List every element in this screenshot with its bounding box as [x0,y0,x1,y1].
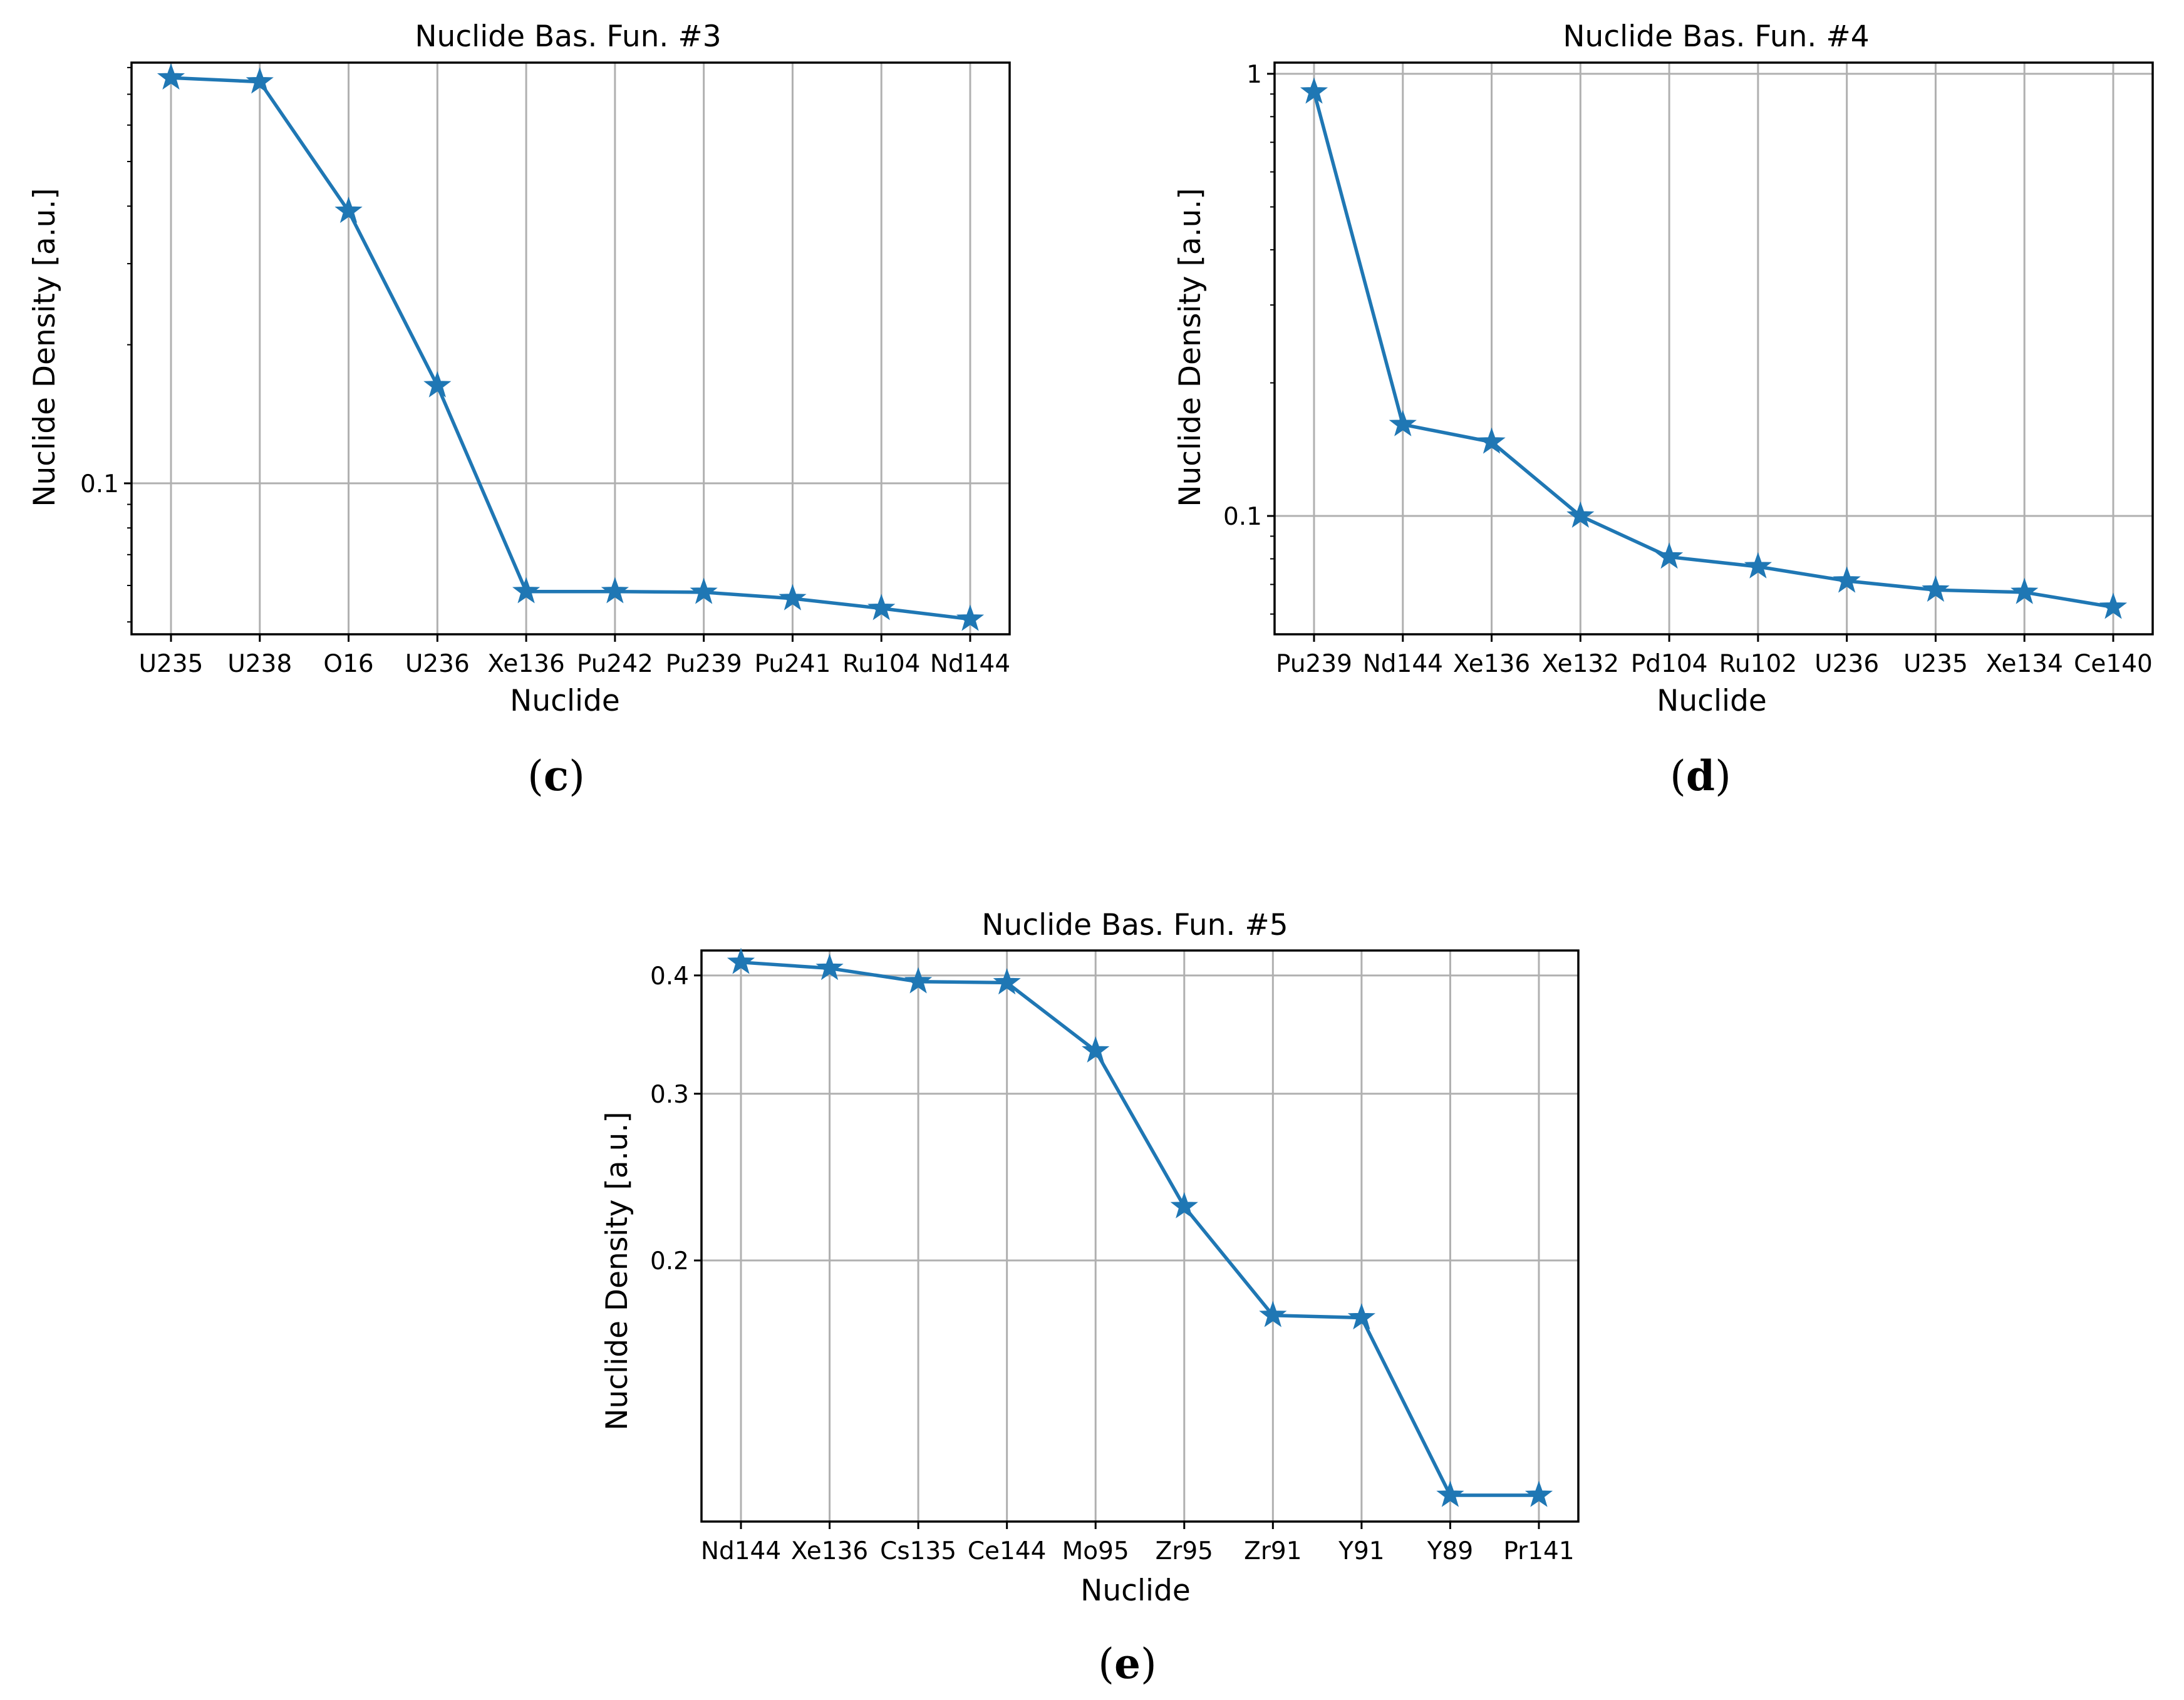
chart-c-plot-area: U235 U238 O16 U236 Xe136 Pu242 Pu239 Pu241 Ru104… [80,61,1011,678]
chart-d-caption-letter: d [1686,751,1715,800]
chart-e-ytick-label: 0.3 [650,1081,689,1109]
chart-d-frame [1273,61,2154,636]
chart-d-xtick-label: Pd104 [1631,650,1708,678]
chart-d-point-u235 [1922,575,1950,602]
chart-c-xtick-label: U235 [139,650,204,678]
chart-d-xtick-label: Pu239 [1276,650,1352,678]
chart-e-point-y91 [1347,1303,1375,1330]
chart-c-frame [130,61,1011,636]
chart-e-series-line [740,961,1539,1497]
chart-e-point-pr141 [1524,1480,1553,1507]
chart-c-ylabel: Nuclide Density [a.u.] [28,188,62,507]
chart-c-point-xe136 [512,577,541,604]
chart-c-caption-letter: c [544,751,569,800]
chart-c-xtick-label: Pu241 [754,650,831,678]
chart-d-xtick-label: Xe136 [1453,650,1530,678]
chart-d-point-pd104 [1655,542,1684,569]
chart-e-xtick-label: Cs135 [880,1537,956,1565]
chart-e-xtick-label: Y89 [1427,1537,1473,1565]
chart-e-ytick-label: 0.4 [650,962,689,991]
chart-c-xtick-label: O16 [323,650,373,678]
chart-d-xtick-label: Xe132 [1542,650,1619,678]
chart-d-ytick-label: 1 [1246,61,1262,89]
chart-c-xtick-label: Nd144 [930,650,1010,678]
chart-d-xtick-label: Ru102 [1719,650,1798,678]
chart-e-point-zr91 [1259,1301,1287,1327]
chart-c-point-nd144 [956,604,985,631]
chart-panel-d: Nuclide Bas. Fun. #4 Pu239 Nd144 Xe136 Xe13… [1173,19,2154,800]
chart-d-point-nd144 [1389,410,1417,436]
chart-e-caption-letter: e [1114,1639,1141,1688]
chart-c-xtick-label: Ru104 [842,650,921,678]
chart-e-frame [700,949,1580,1523]
chart-d-ylabel: Nuclide Density [a.u.] [1173,188,1208,507]
chart-c-point-u236 [423,371,452,398]
chart-d-point-xe136 [1478,427,1506,454]
chart-e-xtick-label: Zr95 [1156,1537,1213,1565]
chart-e-point-nd144 [727,947,755,974]
chart-d-xtick-label: Ce140 [2074,650,2153,678]
chart-e-ylabel: Nuclide Density [a.u.] [600,1111,634,1430]
chart-d-point-ce140 [2099,592,2128,619]
chart-e-point-xe136 [815,954,844,981]
chart-e-xtick-label: Nd144 [701,1537,781,1565]
chart-e-xtick-label: Mo95 [1062,1537,1129,1565]
chart-d-point-pu239 [1300,77,1328,104]
chart-d-caption: (d) [1670,751,1731,800]
chart-d-point-u236 [1833,566,1861,593]
chart-panel-c: Nuclide Bas. Fun. #3 U235 U238 O16 U236 Xe13… [28,19,1011,800]
chart-d-plot-area: Pu239 Nd144 Xe136 Xe132 Pd104 Ru102 U236 U235 Xe… [1223,61,2154,678]
chart-e-xtick-label: Xe136 [791,1537,868,1565]
chart-d-series-line [1312,91,2114,609]
chart-c-caption: (c) [527,751,585,800]
chart-e-caption: (e) [1098,1639,1157,1688]
chart-panel-e: Nuclide Bas. Fun. #5 Nd144 Xe136 Cs135 Ce14… [600,908,1580,1688]
chart-c-xtick-label: Xe136 [487,650,564,678]
chart-e-xtick-label: Pr141 [1503,1537,1574,1565]
chart-e-xtick-label: Y91 [1338,1537,1384,1565]
chart-d-ytick-label: 0.1 [1223,503,1262,531]
chart-c-point-pu239 [690,577,718,604]
chart-d-point-xe132 [1566,501,1595,528]
chart-d-xlabel: Nuclide [1657,684,1767,718]
chart-c-xtick-label: U238 [227,650,292,678]
chart-e-point-mo95 [1082,1036,1110,1063]
chart-e-xlabel: Nuclide [1080,1574,1191,1608]
chart-e-point-zr95 [1170,1192,1198,1218]
chart-e-point-y89 [1436,1480,1464,1507]
chart-d-point-ru102 [1744,552,1772,579]
chart-c-xlabel: Nuclide [510,684,620,718]
chart-c-xtick-label: Pu239 [666,650,742,678]
chart-e-xtick-label: Ce144 [968,1537,1047,1565]
chart-c-point-u238 [246,67,274,94]
chart-e-ytick-label: 0.2 [650,1247,689,1275]
chart-e-point-ce144 [993,968,1021,995]
chart-c-point-u235 [157,63,185,90]
chart-d-xtick-label: Nd144 [1363,650,1443,678]
chart-c-series-line [170,76,971,621]
chart-c-point-pu241 [779,584,807,610]
chart-d-xtick-label: U236 [1814,650,1879,678]
chart-e-point-cs135 [904,967,933,994]
chart-d-xtick-label: U235 [1903,650,1968,678]
chart-d-title: Nuclide Bas. Fun. #4 [1563,19,1869,54]
chart-c-point-ru104 [867,594,896,621]
chart-e-title: Nuclide Bas. Fun. #5 [981,908,1288,942]
chart-d-xtick-label: Xe134 [1986,650,2063,678]
chart-e-plot-area: Nd144 Xe136 Cs135 Ce144 Mo95 Zr95 Zr91 Y91 Y89 Pr… [650,947,1580,1565]
chart-d-point-xe134 [2011,577,2039,604]
chart-c-title: Nuclide Bas. Fun. #3 [415,19,721,54]
chart-c-xtick-label: Pu242 [577,650,653,678]
chart-e-xtick-label: Zr91 [1244,1537,1302,1565]
chart-c-point-o16 [334,197,363,224]
chart-c-xtick-label: U236 [405,650,470,678]
chart-c-ytick-label: 0.1 [80,470,119,498]
chart-c-point-pu242 [601,577,629,604]
